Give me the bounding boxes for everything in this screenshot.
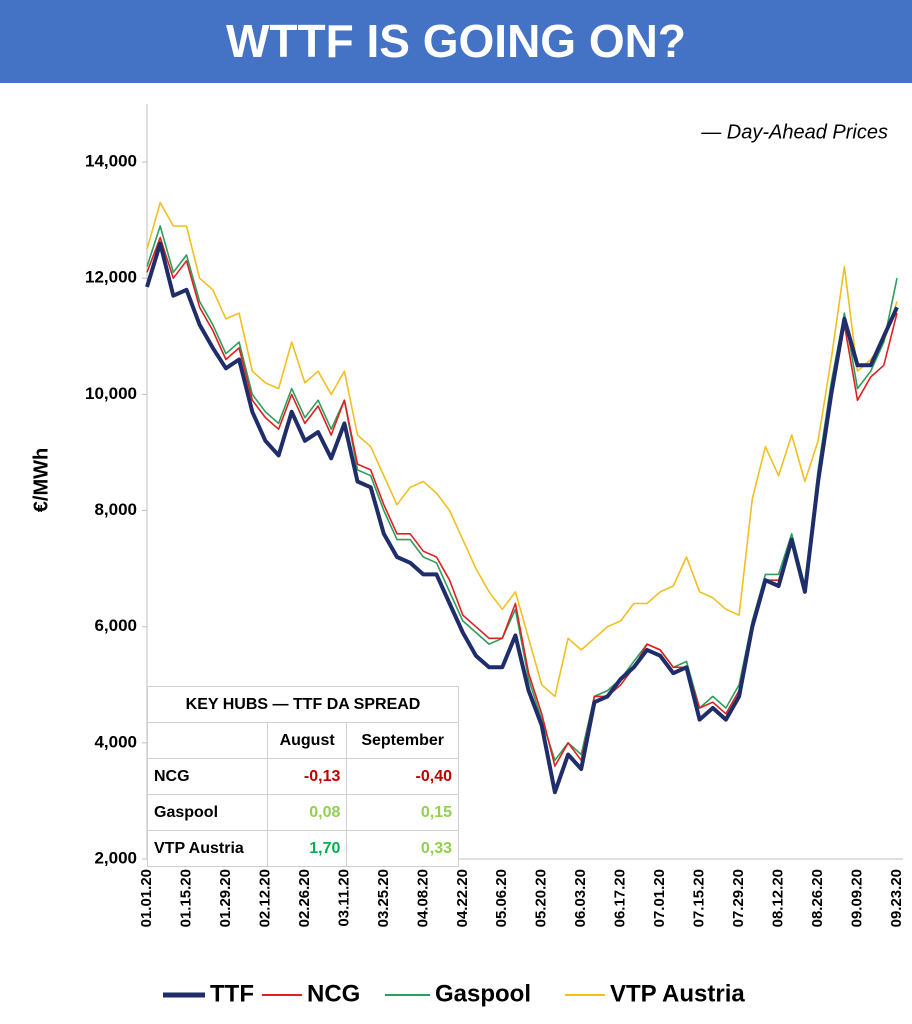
annotation: — Day-Ahead Prices [700, 121, 888, 143]
x-tick-label: 08.12.20 [770, 869, 787, 927]
legend-label: Gaspool [435, 980, 531, 1007]
cell: 1,70 [266, 830, 348, 867]
title-banner: WTTF IS GOING ON? [0, 0, 912, 83]
x-tick-label: 05.06.20 [493, 869, 510, 927]
cell: -0,40 [346, 758, 459, 795]
x-tick-label: 02.12.20 [256, 869, 273, 927]
series-line [146, 225, 898, 762]
y-tick-label: 4,000 [94, 732, 137, 751]
cell: -0,13 [266, 758, 348, 795]
y-tick-label: 8,000 [94, 500, 137, 519]
row-label: NCG [147, 758, 268, 795]
cell: 0,08 [266, 794, 348, 831]
legend-label: VTP Austria [610, 980, 745, 1007]
y-tick-label: 6,000 [94, 616, 137, 635]
series-line [145, 241, 899, 795]
y-axis-title: €/MWh [30, 448, 52, 512]
legend-label: NCG [307, 980, 360, 1007]
column-header: September [346, 722, 459, 759]
x-tick-label: 02.26.20 [296, 869, 313, 927]
x-tick-label: 08.26.20 [809, 869, 826, 927]
spread-table: KEY HUBS — TTF DA SPREAD August September… [147, 686, 459, 867]
x-tick-label: 07.29.20 [730, 869, 747, 927]
x-tick-label: 01.29.20 [217, 869, 234, 927]
y-tick-label: 12,000 [85, 268, 137, 287]
column-header: August [266, 722, 348, 759]
table-title: KEY HUBS — TTF DA SPREAD [147, 686, 459, 723]
cell: 0,15 [346, 794, 459, 831]
x-tick-label: 04.22.20 [454, 869, 471, 927]
x-tick-label: 06.17.20 [612, 869, 629, 927]
x-tick-label: 06.03.20 [572, 869, 589, 927]
x-tick-label: 03.25.20 [375, 869, 392, 927]
x-tick-label: 01.15.20 [177, 869, 194, 927]
x-tick-label: 04.08.20 [414, 869, 431, 927]
y-tick-label: 2,000 [94, 848, 137, 867]
x-tick-label: 09.09.20 [848, 869, 865, 927]
series-line [146, 201, 898, 698]
x-tick-label: 03.11.20 [335, 869, 352, 927]
cell: 0,33 [346, 830, 459, 867]
x-tick-label: 09.23.20 [888, 869, 905, 927]
y-tick-label: 10,000 [85, 384, 137, 403]
x-tick-label: 07.15.20 [691, 869, 708, 927]
x-tick-label: 05.20.20 [533, 869, 550, 927]
series-line [146, 236, 898, 767]
row-label: Gaspool [147, 794, 268, 831]
y-tick-label: 14,000 [85, 152, 137, 171]
row-label: VTP Austria [147, 830, 268, 867]
legend-label: TTF [210, 980, 254, 1007]
x-tick-label: 07.01.20 [651, 869, 668, 927]
x-tick-label: 01.01.20 [138, 869, 155, 927]
